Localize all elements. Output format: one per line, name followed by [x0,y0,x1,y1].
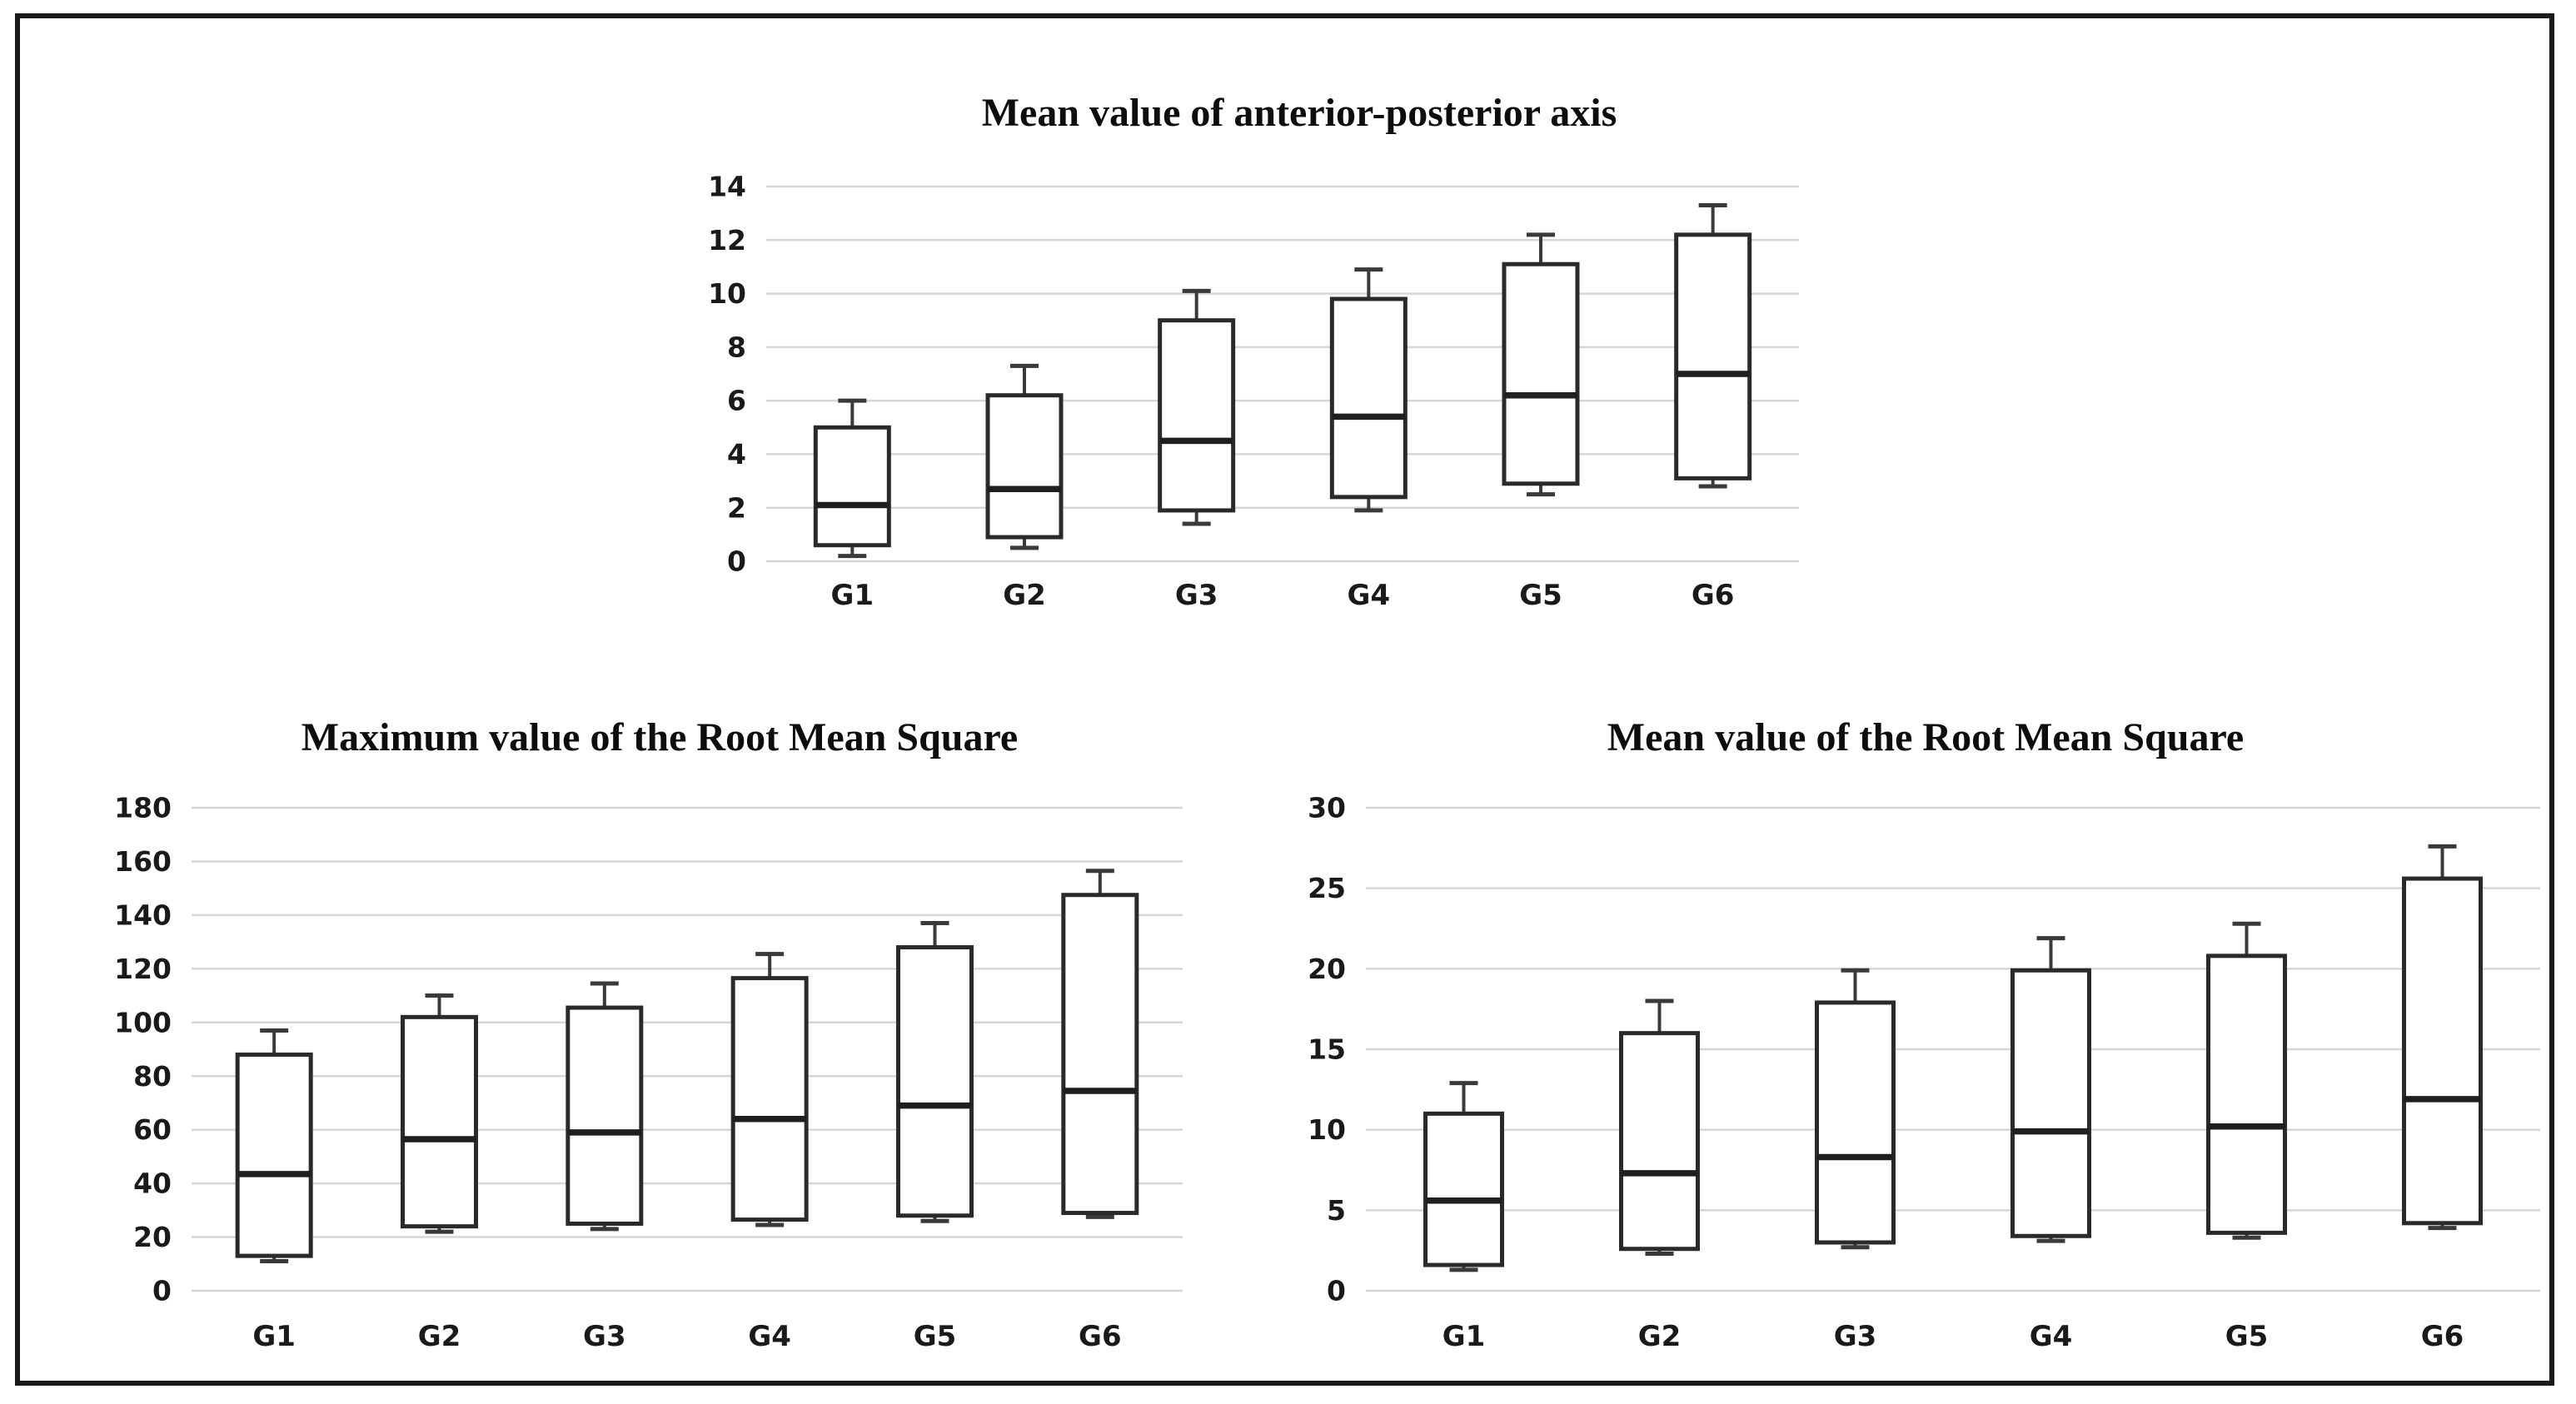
x-category-label: G6 [1079,1320,1122,1353]
box-G6 [1674,232,1752,480]
y-tick-label: 25 [1308,872,1346,904]
box-G3 [1815,1000,1896,1245]
y-tick-label: 15 [1308,1033,1346,1066]
x-category-label: G6 [2421,1320,2464,1353]
y-tick-label: 10 [708,277,746,310]
y-tick-label: 12 [708,224,746,256]
y-tick-label: 180 [114,792,172,824]
y-tick-label: 80 [133,1060,172,1093]
y-tick-label: 0 [1327,1275,1346,1307]
x-category-label: G3 [583,1320,626,1353]
box-G5 [896,945,974,1218]
box-G3 [566,1005,644,1226]
x-category-label: G2 [1003,579,1046,612]
box-G5 [1502,261,1580,486]
y-tick-label: 6 [727,385,746,417]
box-G4 [730,976,809,1222]
y-tick-label: 40 [133,1168,172,1200]
y-tick-label: 140 [114,899,172,931]
box-G4 [2010,968,2091,1238]
y-tick-label: 8 [727,331,746,363]
box-G1 [235,1052,313,1258]
x-category-label: G1 [1442,1320,1486,1353]
outer-border [15,13,2554,1386]
x-category-label: G3 [1834,1320,1877,1353]
x-category-label: G6 [1692,579,1735,612]
chart-title-mean-rms: Mean value of the Root Mean Square [1607,715,2245,759]
y-tick-label: 20 [133,1221,172,1253]
x-category-label: G5 [914,1320,957,1353]
x-category-label: G2 [1638,1320,1682,1353]
x-category-label: G1 [831,579,874,612]
y-tick-label: 4 [727,438,746,470]
x-category-label: G4 [2030,1320,2073,1353]
box-G2 [401,1014,478,1229]
x-category-label: G5 [1519,579,1562,612]
y-tick-label: 5 [1327,1194,1346,1227]
box-G2 [1619,1031,1700,1252]
box-G6 [2402,876,2483,1226]
box-G6 [1061,893,1139,1216]
y-tick-label: 20 [1308,953,1346,985]
y-tick-label: 100 [114,1006,172,1038]
box-G1 [813,425,891,548]
y-tick-label: 0 [727,545,746,578]
x-category-label: G4 [1348,579,1391,612]
y-tick-label: 60 [133,1113,172,1146]
box-G1 [1423,1111,1504,1267]
x-category-label: G2 [418,1320,461,1353]
x-category-label: G1 [252,1320,296,1353]
x-category-label: G3 [1175,579,1218,612]
chart-title-maximum-rms: Maximum value of the Root Mean Square [301,715,1019,759]
y-tick-label: 160 [114,845,172,878]
box-G4 [1329,296,1408,500]
box-G3 [1158,318,1236,513]
x-category-label: G5 [2225,1320,2269,1353]
box-G5 [2206,953,2287,1235]
y-tick-label: 14 [708,171,746,203]
y-tick-label: 0 [152,1275,172,1307]
box-G2 [985,393,1064,540]
chart-title-anterior-posterior-axis: Mean value of anterior-posterior axis [981,91,1617,135]
x-category-label: G4 [748,1320,791,1353]
y-tick-label: 10 [1308,1113,1346,1146]
y-tick-label: 2 [727,491,746,524]
y-tick-label: 30 [1308,792,1346,824]
y-tick-label: 120 [114,953,172,985]
